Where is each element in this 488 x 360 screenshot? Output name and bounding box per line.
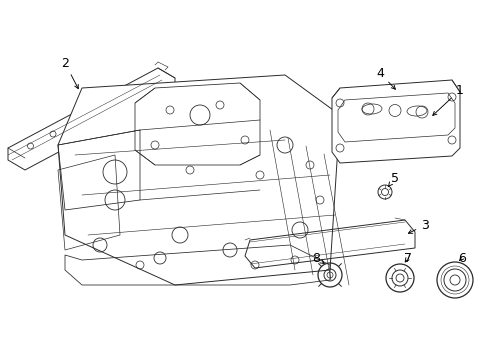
- Polygon shape: [58, 75, 339, 285]
- Text: 3: 3: [407, 219, 428, 233]
- Text: 5: 5: [387, 171, 398, 187]
- Text: 4: 4: [375, 67, 395, 89]
- Text: 2: 2: [61, 57, 78, 89]
- Text: 1: 1: [432, 84, 463, 116]
- Text: 8: 8: [311, 252, 324, 265]
- Text: 6: 6: [457, 252, 465, 265]
- Text: 7: 7: [403, 252, 411, 265]
- Polygon shape: [331, 80, 459, 163]
